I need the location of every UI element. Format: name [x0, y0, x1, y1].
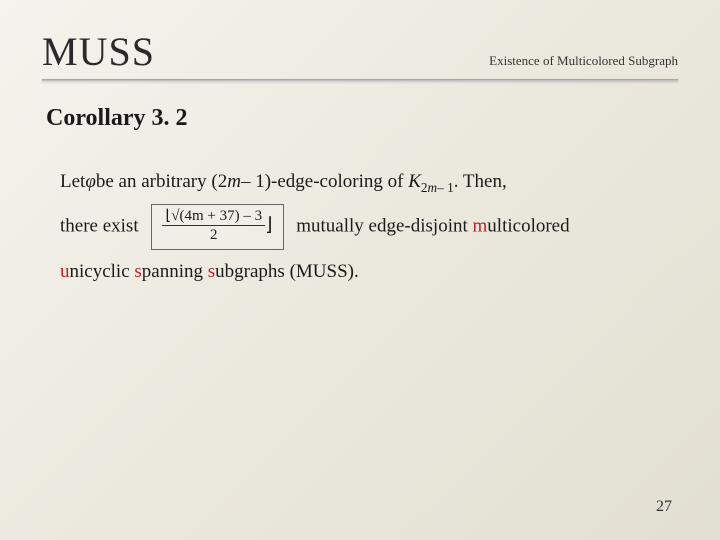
- text: mutually edge-disjoint: [296, 215, 472, 236]
- text: ubgraphs (MUSS).: [215, 261, 359, 282]
- slide-title: MUSS: [42, 28, 155, 75]
- slide-header: MUSS Existence of Multicolored Subgraph: [42, 28, 678, 75]
- text: be an arbitrary (2: [96, 171, 227, 192]
- text: there exist: [60, 215, 139, 236]
- denominator: 2: [162, 226, 265, 244]
- highlight-m: m: [473, 215, 488, 236]
- slide-subtitle: Existence of Multicolored Subgraph: [489, 53, 678, 69]
- highlight-u: u: [60, 261, 70, 282]
- sub-2: 2: [421, 180, 428, 195]
- var-m: m: [227, 171, 241, 192]
- var-K: K: [408, 171, 421, 192]
- fraction: ⌊√(4m + 37) – 3 2: [162, 208, 265, 244]
- slide: MUSS Existence of Multicolored Subgraph …: [0, 0, 720, 540]
- header-divider: [42, 79, 678, 81]
- text: ulticolored: [487, 215, 569, 236]
- text: panning: [142, 261, 208, 282]
- text: nicyclic: [70, 261, 135, 282]
- corollary-body: Letφbe an arbitrary (2m– 1)-edge-colorin…: [60, 160, 668, 293]
- page-number: 27: [656, 498, 672, 516]
- highlight-s1: s: [134, 261, 141, 282]
- text: Let: [60, 171, 85, 192]
- formula-box: ⌊√(4m + 37) – 3 2 ⌋: [151, 204, 283, 250]
- text: – 1)-edge-coloring of: [241, 171, 408, 192]
- sub-m: m: [428, 180, 438, 195]
- phi-symbol: φ: [85, 171, 96, 192]
- sub-minus1: – 1: [437, 180, 454, 195]
- numerator: ⌊√(4m + 37) – 3: [162, 208, 265, 227]
- corollary-heading: Corollary 3. 2: [46, 105, 678, 132]
- text: . Then,: [454, 171, 507, 192]
